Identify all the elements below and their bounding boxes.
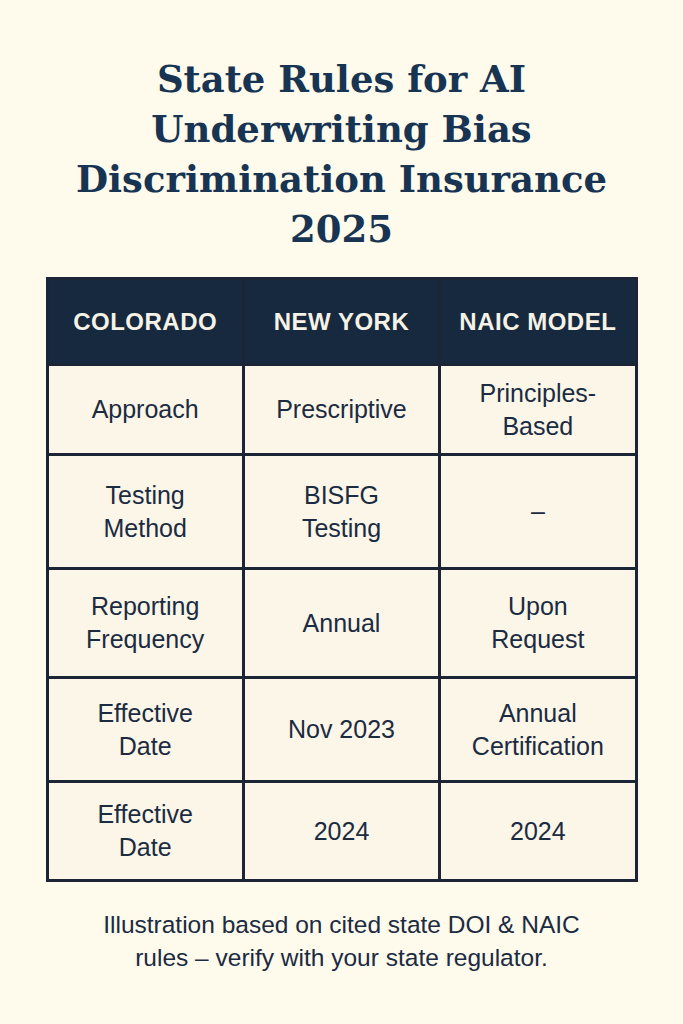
table-row: Testing Method BISFG Testing –: [47, 455, 636, 569]
data-cell: –: [440, 455, 636, 569]
infographic-page: State Rules for AI Underwriting Bias Dis…: [0, 0, 683, 1024]
table-row: Effective Date 2024 2024: [47, 782, 636, 881]
data-cell: 2024: [243, 782, 439, 881]
data-cell: Nov 2023: [243, 678, 439, 782]
page-title: State Rules for AI Underwriting Bias Dis…: [0, 0, 683, 254]
data-cell: BISFG Testing: [243, 455, 439, 569]
data-cell: Principles-Based: [440, 365, 636, 455]
table-row: Reporting Frequency Annual Upon Request: [47, 569, 636, 678]
comparison-table: COLORADO NEW YORK NAIC MODEL Approach Pr…: [46, 277, 638, 882]
row-label-cell: Approach: [47, 365, 243, 455]
column-header-new-york: NEW YORK: [243, 279, 439, 365]
data-cell: Annual Certification: [440, 678, 636, 782]
column-header-naic-model: NAIC MODEL: [440, 279, 636, 365]
table-row: Approach Prescriptive Principles-Based: [47, 365, 636, 455]
table-row: Effective Date Nov 2023 Annual Certifica…: [47, 678, 636, 782]
column-header-colorado: COLORADO: [47, 279, 243, 365]
data-cell: 2024: [440, 782, 636, 881]
table-header-row: COLORADO NEW YORK NAIC MODEL: [47, 279, 636, 365]
row-label-cell: Effective Date: [47, 678, 243, 782]
footnote: Illustration based on cited state DOI & …: [42, 908, 642, 974]
row-label-cell: Testing Method: [47, 455, 243, 569]
data-cell: Upon Request: [440, 569, 636, 678]
row-label-cell: Reporting Frequency: [47, 569, 243, 678]
data-cell: Prescriptive: [243, 365, 439, 455]
row-label-cell: Effective Date: [47, 782, 243, 881]
data-cell: Annual: [243, 569, 439, 678]
